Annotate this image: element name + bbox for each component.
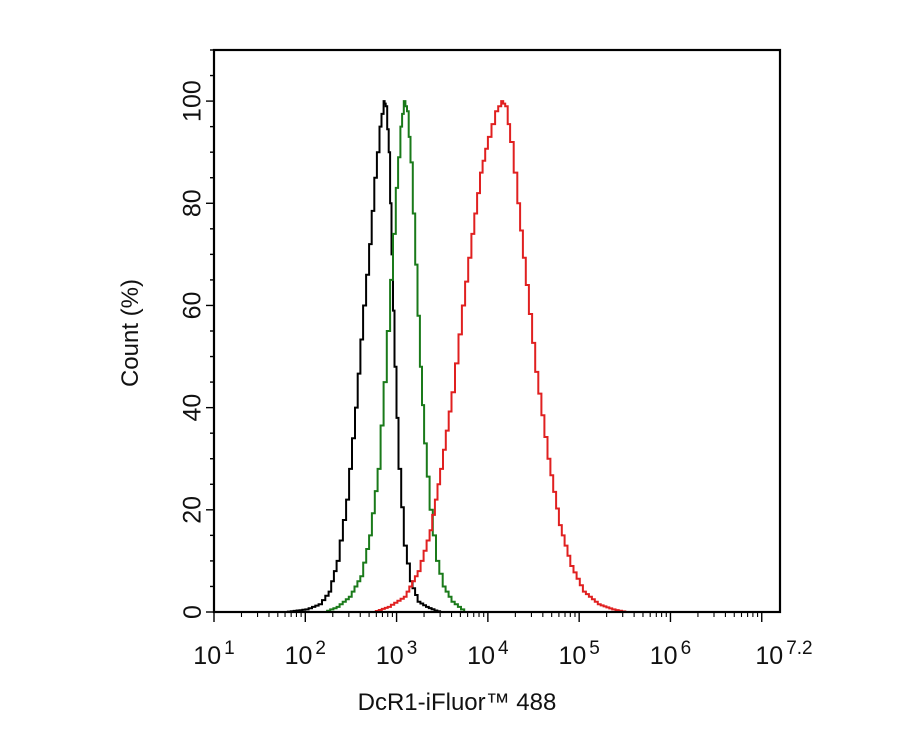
tick-label-layer: 0 20 40 60 80 100 10 1 10 2 10 3 10 4 10 5 10 6 10 7.2 [179,80,813,670]
series-layer [285,100,627,613]
y-tick-label: 40 [179,394,207,422]
y-tick-label: 60 [179,292,207,320]
x-tick-label: 10 7.2 [755,638,812,670]
plot-frame [212,48,782,614]
x-tick-label: 10 2 [285,638,326,670]
x-tick-label: 10 5 [558,638,599,670]
x-axis-title: DcR1-iFluor™ 488 [358,689,557,716]
x-tick-label: 10 6 [650,638,691,670]
y-tick-label: 80 [179,189,207,217]
histogram-series-3 [372,100,627,613]
histogram-series-1 [285,100,442,613]
x-tick-label: 10 3 [376,638,417,670]
y-tick-label: 20 [179,496,207,524]
y-tick-label: 100 [179,80,207,122]
histogram-series-2 [323,100,466,613]
y-tick-label: 0 [179,605,207,619]
x-tick-label: 10 4 [467,638,509,670]
tick-layer [206,49,763,622]
y-axis-title: Count (%) [117,279,144,387]
x-tick-label: 10 1 [193,638,234,670]
